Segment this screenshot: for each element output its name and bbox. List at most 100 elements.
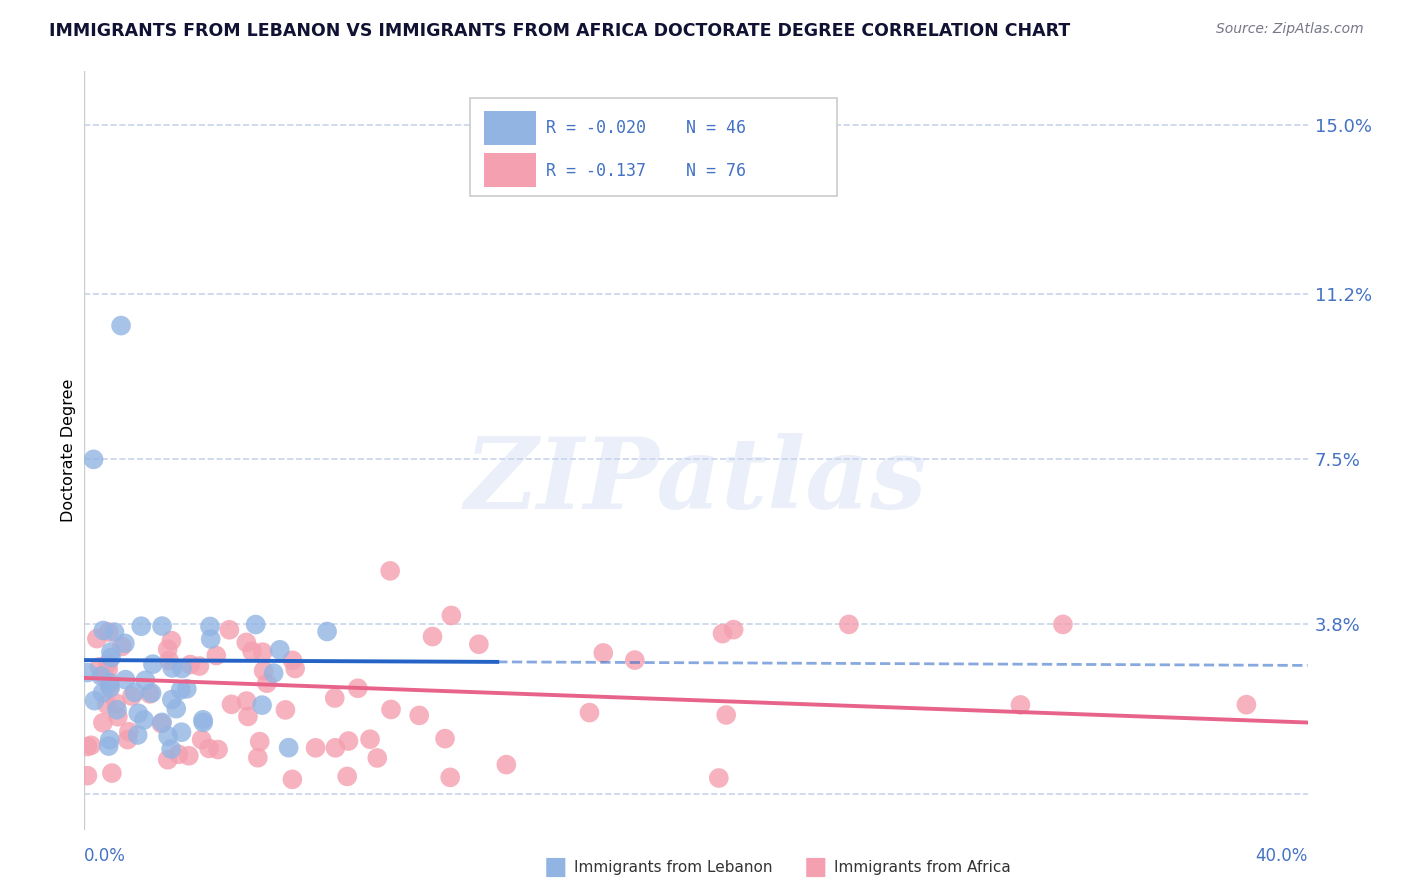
Point [422,630,444,644]
Point [105,703,128,717]
Point [269,642,291,657]
Text: ■: ■ [544,855,567,879]
Point [98,675,121,690]
Point [359,732,381,747]
Point [156,753,179,767]
Point [198,741,221,756]
Point [97,657,120,671]
Text: Immigrants from Africa: Immigrants from Africa [834,860,1011,874]
Point [86,632,108,646]
Point [256,676,278,690]
Point [468,637,491,651]
Point [177,748,200,763]
Point [366,751,388,765]
Point [191,713,214,727]
Point [97,625,120,640]
Point [245,617,267,632]
Point [170,682,193,697]
Point [263,666,285,681]
Point [434,731,457,746]
Point [110,318,132,333]
Point [281,653,304,667]
Point [408,708,430,723]
Point [170,661,193,675]
Point [160,692,183,706]
Point [117,732,139,747]
Point [218,623,240,637]
Point [150,619,173,633]
Point [76,739,98,754]
Point [111,640,134,654]
Text: Source: ZipAtlas.com: Source: ZipAtlas.com [1216,22,1364,37]
Point [76,769,98,783]
Point [316,624,339,639]
Point [235,694,257,708]
Point [1052,617,1074,632]
Point [150,716,173,731]
Point [592,646,614,660]
Point [578,706,600,720]
Text: Immigrants from Lebanon: Immigrants from Lebanon [574,860,772,874]
Point [91,686,114,700]
Point [323,691,346,706]
Point [624,653,647,667]
Point [97,739,120,753]
Point [121,689,143,703]
Point [711,626,734,640]
Point [440,608,463,623]
Point [160,742,183,756]
Point [157,653,180,667]
Point [325,740,347,755]
FancyBboxPatch shape [470,98,837,196]
Point [134,673,156,688]
Point [160,633,183,648]
Text: 0.0%: 0.0% [84,847,127,865]
Text: R = -0.020    N = 46: R = -0.020 N = 46 [546,120,745,137]
Point [98,679,121,693]
Point [97,663,120,677]
Point [150,715,173,730]
Point [127,728,149,742]
Point [91,715,114,730]
Point [1010,698,1032,712]
Point [134,713,156,727]
Point [89,660,111,674]
Point [253,664,276,678]
Point [284,661,307,675]
Point [205,648,228,663]
Point [235,635,257,649]
Point [105,696,128,710]
Point [165,701,187,715]
Point [207,742,229,756]
Point [281,772,304,787]
Point [101,766,124,780]
Point [274,703,297,717]
Point [277,740,299,755]
Point [838,617,860,632]
FancyBboxPatch shape [484,153,536,187]
Text: 40.0%: 40.0% [1256,847,1308,865]
Point [707,771,730,785]
Point [200,632,222,646]
Point [107,710,129,724]
Point [114,636,136,650]
Point [193,715,215,730]
Point [129,619,152,633]
Point [160,661,183,675]
Point [250,698,273,712]
Point [176,681,198,696]
Point [141,686,163,700]
FancyBboxPatch shape [484,111,536,145]
Text: R = -0.137    N = 76: R = -0.137 N = 76 [546,161,745,179]
Point [139,687,162,701]
Point [190,732,212,747]
Point [93,667,115,681]
Point [179,657,201,672]
Point [124,685,146,699]
Point [114,673,136,687]
Point [100,650,122,665]
Point [723,623,745,637]
Point [198,619,221,633]
Point [83,694,105,708]
Point [103,625,125,640]
